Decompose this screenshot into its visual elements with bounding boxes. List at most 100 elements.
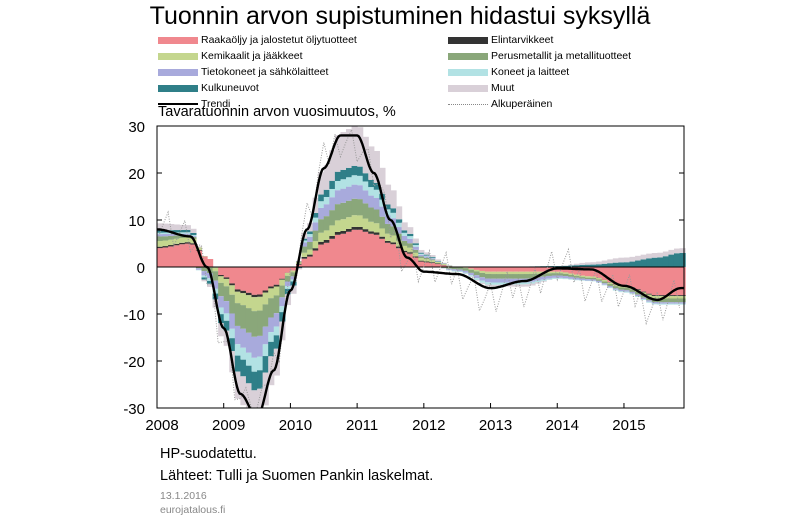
area-segment [568,264,575,266]
area-segment [590,276,597,279]
area-segment [368,231,375,234]
area-segment [429,262,436,264]
area-segment [473,269,481,272]
area-segment [318,232,325,242]
area-segment [384,204,392,210]
area-segment [490,271,497,275]
area-segment [390,244,397,267]
area-segment [629,291,636,294]
area-segment [207,283,214,288]
area-segment [540,279,547,281]
area-segment [640,259,647,267]
area-segment [162,234,169,237]
area-segment [535,271,542,274]
area-segment [307,249,314,255]
area-segment [168,239,175,246]
area-segment [290,276,297,280]
area-segment [190,234,197,237]
area-segment [184,233,191,236]
area-segment [673,303,681,305]
area-segment [473,275,481,279]
area-segment [529,267,536,272]
area-segment [279,279,286,286]
area-segment [240,328,247,348]
area-segment [501,278,508,283]
area-segment [562,276,569,279]
area-segment [329,180,336,189]
area-segment [434,262,442,264]
footer-note: HP-suodatettu. [160,446,257,462]
area-segment [379,199,386,207]
area-segment [368,187,375,196]
legend-label: Koneet ja laitteet [491,66,570,78]
area-segment [412,244,419,247]
area-segment [162,240,169,247]
area-segment [357,175,364,186]
area-segment [662,256,670,267]
area-segment [673,253,681,267]
area-segment [635,291,642,295]
area-segment [312,217,319,223]
area-segment [484,273,492,279]
area-segment [334,220,342,232]
area-segment [229,338,236,352]
area-segment [179,242,186,245]
area-segment [201,271,208,276]
area-segment [357,229,364,267]
area-segment [496,284,503,287]
area-segment [646,293,653,295]
x-tick-label: 2010 [279,417,312,434]
original-line [156,128,681,409]
area-segment [668,295,675,297]
area-segment [301,240,308,243]
area-segment [512,267,519,272]
area-segment [307,234,314,237]
area-segment [284,272,292,276]
area-segment [373,189,380,198]
area-segment [257,335,264,357]
area-segment [662,251,670,257]
area-segment [229,313,236,329]
area-segment [473,267,481,270]
area-segment [501,267,508,272]
area-segment [268,298,275,318]
area-segment [496,267,503,272]
area-segment [195,267,203,269]
area-segment [262,344,269,357]
area-segment [162,223,169,231]
area-segment [290,270,297,273]
area-segment [501,282,508,285]
area-segment [346,186,353,201]
area-segment [312,250,319,267]
area-segment [546,271,553,274]
y-tick-label: 20 [128,166,145,183]
area-segment [251,267,258,295]
area-segment [368,179,375,188]
area-segment [579,267,586,276]
area-segment [662,267,670,296]
area-segment [179,232,186,234]
area-segment [307,256,314,267]
area-segment [390,208,397,213]
area-segment [195,268,203,270]
area-segment [218,267,225,276]
area-segment [668,303,675,305]
area-segment [468,275,475,277]
area-segment [479,280,486,283]
area-segment [362,218,369,230]
area-segment [640,267,647,292]
area-segment [512,278,519,283]
area-segment [273,313,280,327]
area-segment [268,267,275,287]
area-segment [479,267,486,271]
area-segment [351,229,358,267]
footer-date: 13.1.2016 [160,490,207,502]
area-segment [273,286,280,296]
area-segment [429,257,436,258]
area-segment [657,257,664,267]
area-segment [179,224,186,230]
area-segment [679,298,686,303]
area-segment [590,264,597,267]
area-segment [329,225,336,236]
area-segment [168,235,175,240]
